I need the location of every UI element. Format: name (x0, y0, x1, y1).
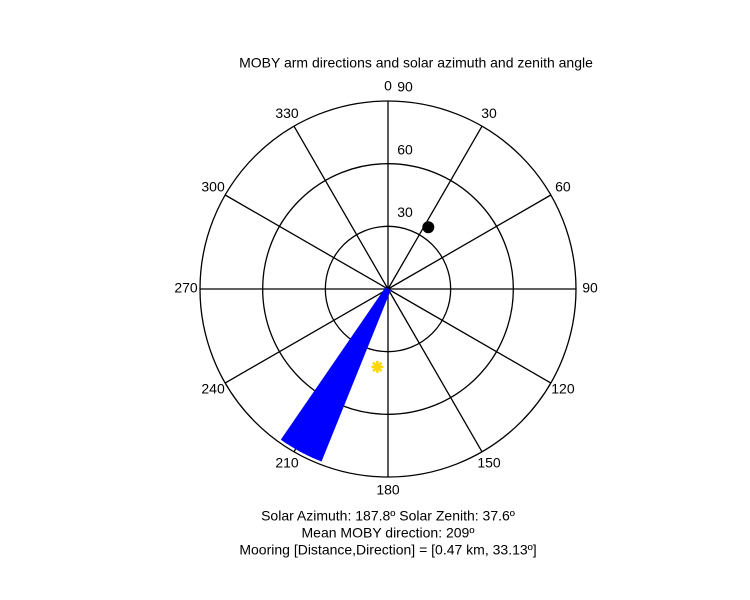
spoke (224, 194, 389, 290)
theta-tick-label: 120 (551, 381, 575, 397)
mooring-point (422, 221, 435, 234)
theta-tick-label: 180 (376, 482, 400, 498)
theta-tick-label: 0 (384, 78, 392, 94)
ring (262, 163, 514, 415)
theta-tick-label: 150 (477, 455, 501, 471)
theta-tick-label: 270 (174, 280, 198, 296)
sun-point (371, 360, 384, 373)
spoke (293, 125, 389, 290)
chart-title: MOBY arm directions and solar azimuth an… (239, 55, 593, 71)
theta-tick-label: 240 (201, 381, 225, 397)
annotation: Mean MOBY direction: 209º (302, 525, 475, 541)
r-tick-label: 30 (397, 204, 413, 220)
spoke (387, 194, 552, 290)
theta-tick-label: 60 (555, 179, 571, 195)
spoke (224, 288, 389, 384)
spoke (387, 288, 483, 453)
theta-tick-label: 300 (201, 179, 225, 195)
annotation: Mooring [Distance,Direction] = [0.47 km,… (239, 542, 536, 558)
theta-tick-label: 210 (275, 455, 299, 471)
theta-tick-label: 30 (481, 105, 497, 121)
annotation: Solar Azimuth: 187.8º Solar Zenith: 37.6… (261, 508, 515, 524)
theta-tick-label: 90 (582, 280, 598, 296)
arm-direction (280, 287, 391, 444)
r-tick-label: 60 (397, 141, 413, 157)
ring (199, 100, 577, 478)
theta-tick-label: 330 (275, 105, 299, 121)
spoke (387, 288, 552, 384)
ring (324, 225, 452, 353)
spoke (387, 125, 483, 290)
r-tick-label: 90 (397, 79, 413, 95)
